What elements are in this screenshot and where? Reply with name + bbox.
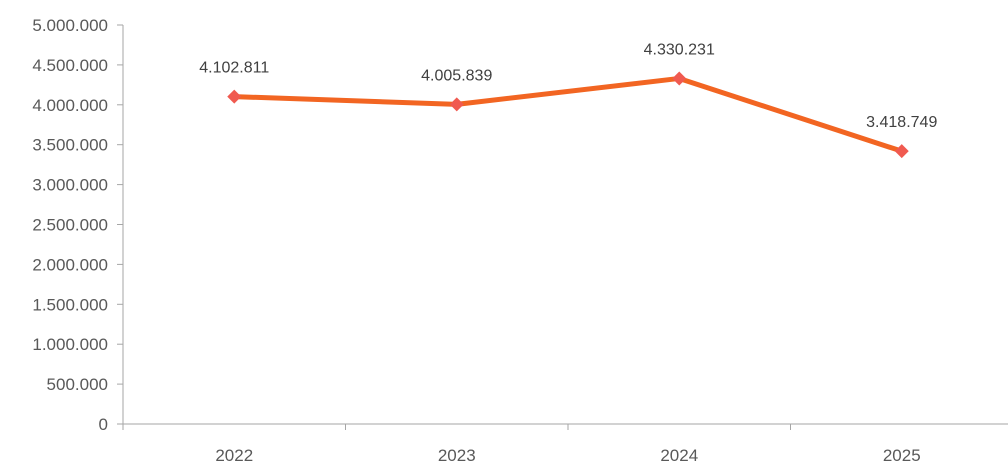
y-tick-label: 4.500.000 — [32, 56, 108, 75]
x-tick-label: 2023 — [438, 446, 476, 465]
series-line — [231, 75, 905, 154]
y-tick-label: 0 — [99, 415, 108, 434]
data-label: 4.005.839 — [421, 67, 492, 84]
y-tick-label: 3.500.000 — [32, 136, 108, 155]
data-labels: 4.102.811 4.005.839 4.330.231 3.418.749 — [199, 41, 937, 131]
y-axis: 0 500.000 1.000.000 1.500.000 2.000.000 2.500… — [32, 16, 124, 434]
x-axis: 2022 2023 2024 2025 — [122, 423, 1008, 465]
y-tick-label: 1.000.000 — [32, 335, 108, 354]
y-tick-label: 5.000.000 — [32, 16, 108, 35]
y-tick-label: 500.000 — [47, 375, 108, 394]
data-label: 4.330.231 — [644, 41, 715, 58]
data-point-marker — [227, 89, 242, 104]
data-label: 3.418.749 — [866, 114, 937, 131]
y-tick-label: 2.000.000 — [32, 255, 108, 274]
data-point-marker — [449, 97, 464, 112]
series-group — [227, 71, 909, 159]
y-tick-label: 3.000.000 — [32, 176, 108, 195]
data-point-marker — [672, 71, 687, 86]
y-tick-label: 2.500.000 — [32, 216, 108, 235]
data-point-marker — [894, 144, 909, 159]
x-tick-label: 2025 — [883, 446, 921, 465]
y-tick-label: 4.000.000 — [32, 96, 108, 115]
y-tick-label: 1.500.000 — [32, 295, 108, 314]
x-tick-label: 2024 — [660, 446, 698, 465]
x-tick-label: 2022 — [215, 446, 253, 465]
data-label: 4.102.811 — [199, 60, 269, 77]
